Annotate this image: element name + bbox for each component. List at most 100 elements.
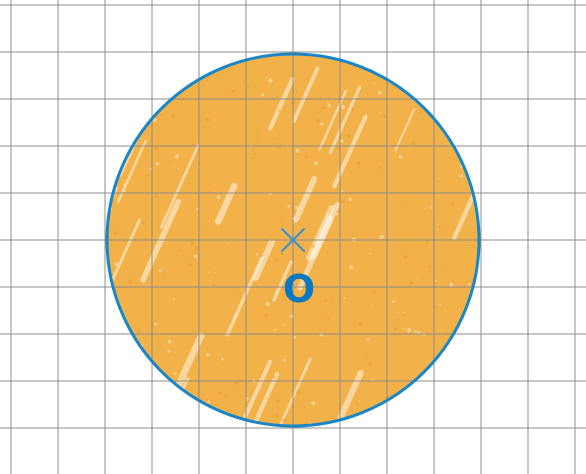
crayon-streak <box>430 367 473 426</box>
crayon-speck <box>401 56 406 60</box>
crayon-speck <box>465 244 467 247</box>
crayon-speck <box>333 195 336 198</box>
crayon-speck <box>179 249 182 252</box>
crayon-speck <box>127 279 132 284</box>
crayon-speck <box>358 400 361 403</box>
crayon-speck <box>205 117 210 122</box>
crayon-speck <box>449 282 453 287</box>
crayon-speck <box>111 179 114 181</box>
crayon-speck <box>366 338 370 341</box>
crayon-speck <box>147 134 149 136</box>
crayon-speck <box>207 183 210 186</box>
crayon-speck <box>436 68 440 72</box>
crayon-speck <box>171 114 175 118</box>
crayon-speck <box>148 167 152 171</box>
crayon-speck <box>234 288 236 290</box>
crayon-speck <box>188 263 192 267</box>
crayon-speck <box>459 174 464 178</box>
crayon-speck <box>205 411 209 415</box>
crayon-streak <box>318 89 348 151</box>
crayon-speck <box>221 357 224 361</box>
crayon-streak <box>140 198 182 283</box>
crayon-streak <box>107 343 143 426</box>
crayon-speck <box>372 378 375 382</box>
crayon-speck <box>471 420 474 423</box>
crayon-speck <box>332 299 334 302</box>
crayon-speck <box>167 339 172 344</box>
crayon-speck <box>153 55 158 59</box>
crayon-speck <box>302 209 305 212</box>
crayon-speck <box>275 413 280 418</box>
center-label: O <box>283 267 315 311</box>
crayon-speck <box>368 361 373 366</box>
crayon-speck <box>305 368 308 371</box>
crayon-speck <box>369 56 371 59</box>
crayon-speck <box>466 350 471 355</box>
crayon-speck <box>234 57 237 60</box>
crayon-speck <box>109 143 111 145</box>
crayon-speck <box>227 243 229 245</box>
crayon-speck <box>295 148 300 153</box>
crayon-speck <box>158 269 162 273</box>
crayon-speck <box>133 382 135 384</box>
crayon-speck <box>461 335 464 338</box>
crayon-streak <box>214 182 238 225</box>
crayon-speck <box>271 258 273 260</box>
crayon-speck <box>379 236 382 238</box>
crayon-speck <box>148 367 152 372</box>
crayon-speck <box>212 283 216 287</box>
crayon-speck <box>340 104 345 110</box>
crayon-speck <box>383 115 387 119</box>
crayon-speck <box>119 345 124 351</box>
crayon-speck <box>393 327 397 331</box>
crayon-speck <box>348 265 354 270</box>
crayon-speck <box>112 363 115 366</box>
crayon-speck <box>416 117 419 121</box>
crayon-speck <box>468 81 473 86</box>
crayon-speck <box>287 204 291 208</box>
crayon-speck <box>173 372 177 376</box>
crayon-speck <box>280 251 284 256</box>
crayon-streak <box>225 256 264 337</box>
crayon-speck <box>406 206 408 208</box>
crayon-speck <box>341 190 344 193</box>
crayon-speck <box>135 352 138 356</box>
crayon-speck <box>130 111 133 114</box>
crayon-speck <box>196 208 199 211</box>
crayon-streak <box>130 413 162 426</box>
crayon-speck <box>155 147 159 151</box>
crayon-speck <box>327 101 330 104</box>
crayon-speck <box>179 402 183 406</box>
crayon-speck <box>322 106 325 110</box>
crayon-speck <box>311 244 316 248</box>
crayon-speck <box>142 220 146 225</box>
crayon-speck <box>107 124 109 126</box>
crayon-speck <box>403 311 406 314</box>
crayon-speck <box>272 375 276 379</box>
crayon-speck <box>377 171 379 173</box>
crayon-streak <box>268 357 312 426</box>
crayon-speck <box>450 201 455 206</box>
crayon-streak <box>242 371 280 426</box>
crayon-speck <box>337 88 339 91</box>
crayon-speck <box>358 321 363 326</box>
crayon-speck <box>467 282 471 286</box>
crayon-streak <box>183 402 202 426</box>
crayon-speck <box>469 158 472 161</box>
crayon-speck <box>369 252 371 255</box>
crayon-speck <box>253 158 256 160</box>
crayon-speck <box>401 59 404 63</box>
crayon-speck <box>339 139 344 143</box>
crayon-speck <box>378 166 381 169</box>
crayon-speck <box>265 302 270 307</box>
crayon-speck <box>465 90 469 93</box>
crayon-speck <box>260 254 263 257</box>
crayon-speck <box>207 400 211 404</box>
crayon-streak <box>310 215 334 259</box>
crayon-speck <box>428 265 431 268</box>
crayon-speck <box>193 254 198 259</box>
crayon-speck <box>291 216 296 221</box>
crayon-streak <box>328 85 362 155</box>
